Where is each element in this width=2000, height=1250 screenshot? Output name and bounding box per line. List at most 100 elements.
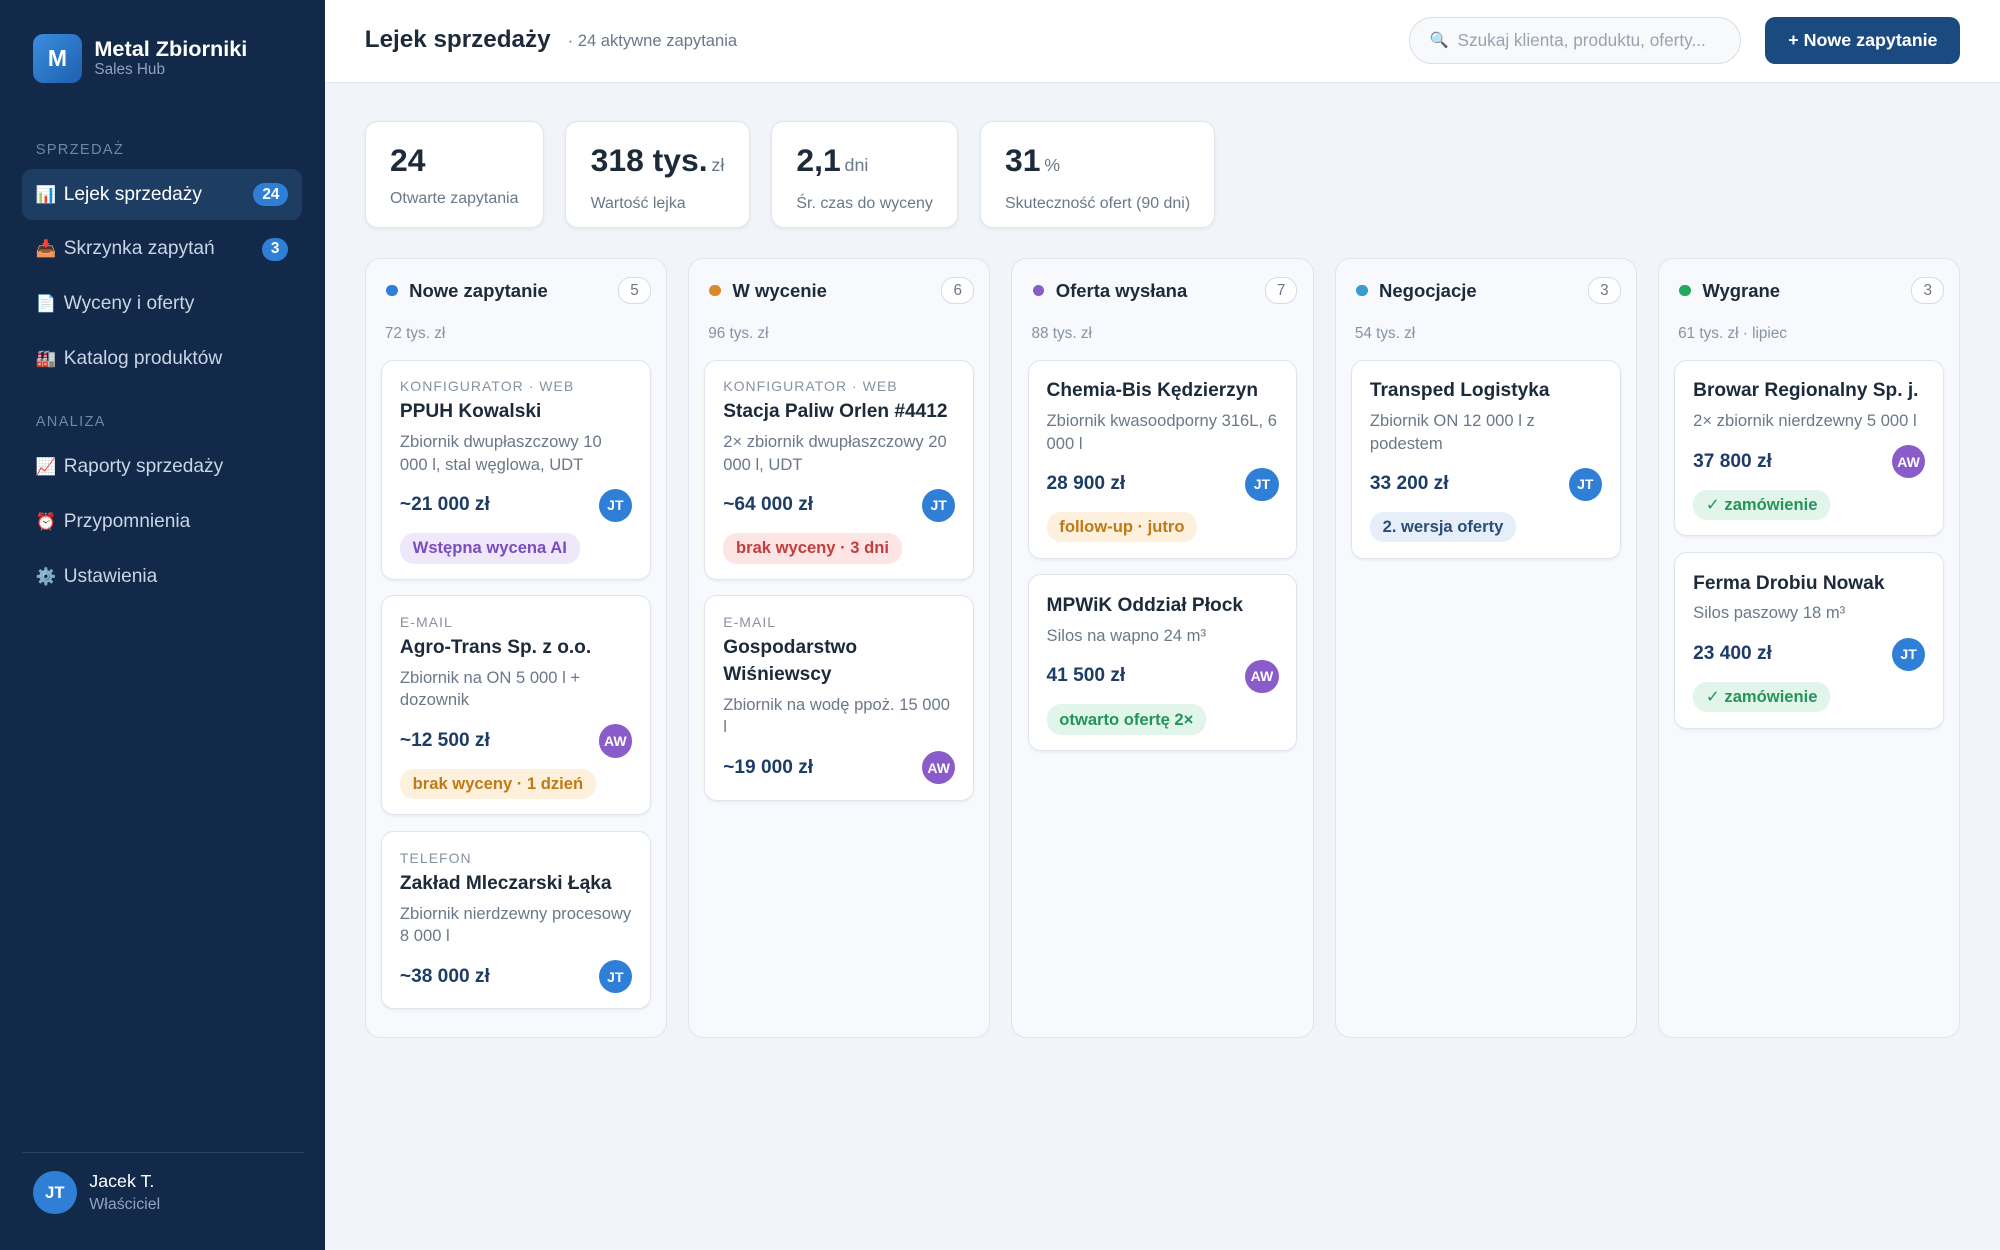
nav-item[interactable]: 📈 Raporty sprzedaży bbox=[22, 441, 303, 492]
deal-amount-row: 23 400 zł JT bbox=[1693, 637, 1926, 671]
deal-client: PPUH Kowalski bbox=[399, 401, 542, 423]
deal-tag: ✓ zamówienie bbox=[1693, 682, 1831, 713]
column-header: Nowe zapytanie 5 bbox=[381, 259, 651, 320]
deal-description: Zbiornik dwupłaszczowy 10 000 l, stal wę… bbox=[399, 432, 602, 474]
search-box[interactable]: 🔍 Szukaj klienta, produktu, oferty... bbox=[1409, 16, 1742, 64]
deal-amount: 23 400 zł bbox=[1693, 643, 1772, 665]
column-total: 54 tys. zł bbox=[1354, 324, 1416, 342]
deal-amount-row: 37 800 zł AW bbox=[1693, 445, 1926, 479]
nav-icon: 🏭 bbox=[35, 349, 57, 369]
deal-card[interactable]: MPWiK Oddział Płock Silos na wapno 24 m³ 4… bbox=[1027, 574, 1298, 751]
deal-card[interactable]: Ferma Drobiu Nowak Silos paszowy 18 m³ 23 … bbox=[1674, 551, 1945, 729]
status-dot bbox=[1356, 284, 1368, 297]
user-role: Właściciel bbox=[89, 1195, 161, 1213]
column-header: Oferta wysłana 7 bbox=[1028, 259, 1298, 320]
deal-amount: ~12 500 zł bbox=[399, 729, 490, 751]
deal-description: 2× zbiornik nierdzewny 5 000 l bbox=[1693, 411, 1917, 431]
nav-icon: ⚙️ bbox=[35, 566, 57, 586]
deal-client: Chemia-Bis Kędzierzyn bbox=[1046, 380, 1259, 402]
deal-card[interactable]: KONFIGURATOR · WEB Stacja Paliw Orlen #44… bbox=[704, 359, 975, 580]
column-total: 96 tys. zł bbox=[708, 324, 769, 342]
owner-avatar: JT bbox=[598, 960, 632, 994]
stat-value: 318 tys. bbox=[590, 141, 708, 178]
search-placeholder: Szukaj klienta, produktu, oferty... bbox=[1457, 29, 1706, 50]
column-count: 5 bbox=[618, 276, 651, 305]
deal-amount: ~64 000 zł bbox=[723, 494, 814, 516]
deal-client: Transped Logistyka bbox=[1369, 380, 1550, 402]
column-total: 72 tys. zł bbox=[384, 324, 446, 342]
deal-client: Agro-Trans Sp. z o.o. bbox=[399, 637, 592, 659]
column-name: Negocjacje bbox=[1379, 279, 1477, 301]
deal-description: Silos na wapno 24 m³ bbox=[1046, 625, 1206, 645]
deal-tag: follow-up · jutro bbox=[1046, 512, 1198, 543]
header: Lejek sprzedaży · 24 aktywne zapytania 🔍 Sz… bbox=[325, 0, 2000, 83]
stat-unit: % bbox=[1044, 154, 1061, 175]
deal-client: Zakład Mleczarski Łąka bbox=[399, 872, 612, 894]
deal-description: 2× zbiornik dwupłaszczowy 20 000 l, UDT bbox=[723, 432, 947, 474]
nav-item[interactable]: 📄 Wyceny i oferty bbox=[22, 279, 303, 330]
stat-card: 318 tys. zł Wartość lejka bbox=[565, 121, 750, 229]
deal-card[interactable]: Browar Regionalny Sp. j. 2× zbiornik nier… bbox=[1674, 359, 1945, 537]
deal-tag: otwarto ofertę 2× bbox=[1046, 704, 1207, 735]
deal-description: Zbiornik kwasoodporny 316L, 6 000 l bbox=[1046, 411, 1277, 453]
stat-card: 31% Skuteczność ofert (90 dni) bbox=[979, 121, 1216, 229]
owner-avatar: JT bbox=[1568, 467, 1602, 501]
deal-amount-row: ~12 500 zł AW bbox=[399, 724, 632, 758]
owner-avatar: AW bbox=[922, 751, 956, 785]
nav-item[interactable]: 📥 Skrzynka zapytań 3 bbox=[22, 224, 303, 275]
stat-label: Otwarte zapytania bbox=[390, 189, 519, 207]
deal-amount: ~21 000 zł bbox=[399, 494, 490, 516]
brand-text: Metal Zbiorniki Sales Hub bbox=[82, 36, 248, 79]
column-name: Wygrane bbox=[1702, 279, 1781, 301]
status-dot bbox=[709, 284, 721, 297]
brand-name: Metal Zbiorniki bbox=[94, 36, 248, 62]
sidebar: M Metal Zbiorniki Sales Hub SPRZEDAŻ 📊 Lejek … bbox=[0, 0, 326, 1250]
deal-card[interactable]: TELEFON Zakład Mleczarski Łąka Zbiornik ni… bbox=[381, 830, 651, 1010]
nav-item[interactable]: ⚙️ Ustawienia bbox=[22, 551, 303, 602]
deal-card[interactable]: KONFIGURATOR · WEB PPUH Kowalski Zbiornik … bbox=[381, 359, 651, 580]
stat-label: Śr. czas do wyceny bbox=[796, 194, 933, 212]
column-header: W wycenie 6 bbox=[704, 259, 975, 320]
nav-badge: 3 bbox=[261, 237, 289, 261]
deal-amount-row: 28 900 zł JT bbox=[1047, 467, 1279, 501]
deal-card[interactable]: E-MAIL Agro-Trans Sp. z o.o. Zbiornik na O… bbox=[381, 595, 651, 816]
nav-label: Skrzynka zapytań bbox=[63, 238, 215, 260]
deal-client: MPWiK Oddział Płock bbox=[1046, 594, 1243, 616]
deal-client: Gospodarstwo Wiśniewscy bbox=[723, 637, 858, 685]
stat-label: Wartość lejka bbox=[590, 194, 686, 212]
stat-label: Skuteczność ofert (90 dni) bbox=[1004, 194, 1191, 212]
nav-item[interactable]: ⏰ Przypomnienia bbox=[22, 496, 303, 547]
nav-item[interactable]: 📊 Lejek sprzedaży 24 bbox=[21, 169, 303, 221]
stat-value: 2,1 bbox=[796, 141, 841, 178]
nav-label: Lejek sprzedaży bbox=[63, 183, 202, 205]
deal-description: Zbiornik nierdzewny procesowy 8 000 l bbox=[399, 903, 632, 945]
nav-icon: 📥 bbox=[35, 239, 57, 259]
deal-card[interactable]: Chemia-Bis Kędzierzyn Zbiornik kwasoodpor… bbox=[1027, 359, 1298, 559]
column-name: W wycenie bbox=[732, 279, 827, 301]
deal-client: Ferma Drobiu Nowak bbox=[1693, 572, 1885, 594]
nav-label: Wyceny i oferty bbox=[63, 293, 195, 315]
deal-description: Silos paszowy 18 m³ bbox=[1693, 603, 1846, 623]
deal-description: Zbiornik ON 12 000 l z podestem bbox=[1369, 411, 1535, 453]
section-title: ANALIZA bbox=[35, 413, 106, 430]
column-header: Wygrane 3 bbox=[1674, 259, 1945, 320]
column-name: Nowe zapytanie bbox=[409, 279, 548, 301]
deal-client: Browar Regionalny Sp. j. bbox=[1693, 380, 1919, 402]
page-title: Lejek sprzedaży bbox=[364, 25, 551, 53]
owner-avatar: AW bbox=[598, 724, 632, 758]
new-inquiry-button[interactable]: + Nowe zapytanie bbox=[1765, 16, 1961, 64]
deal-card[interactable]: Transped Logistyka Zbiornik ON 12 000 l z… bbox=[1351, 359, 1621, 559]
page-subtitle: · 24 aktywne zapytania bbox=[567, 30, 738, 50]
user: JT Jacek T. Właściciel bbox=[33, 1170, 161, 1215]
nav-item[interactable]: 🏭 Katalog produktów bbox=[22, 334, 303, 385]
stats-row: 24 Otwarte zapytania 318 tys. zł Wartość lej… bbox=[364, 121, 1216, 229]
deal-amount: 33 200 zł bbox=[1369, 473, 1449, 495]
nav-badge: 24 bbox=[253, 183, 289, 207]
deal-amount-row: ~19 000 zł AW bbox=[723, 751, 956, 785]
deal-card[interactable]: E-MAIL Gospodarstwo Wiśniewscy Zbiornik na… bbox=[704, 595, 975, 801]
pipeline-column: Oferta wysłana 7 88 tys. zł Chemia-Bis Kędz… bbox=[1011, 257, 1314, 1039]
stat-value-row: 318 tys. zł bbox=[590, 141, 725, 184]
stat-value: 24 bbox=[390, 141, 426, 178]
pipeline-column: Wygrane 3 61 tys. zł · lipiec Browar Region… bbox=[1658, 257, 1961, 1039]
